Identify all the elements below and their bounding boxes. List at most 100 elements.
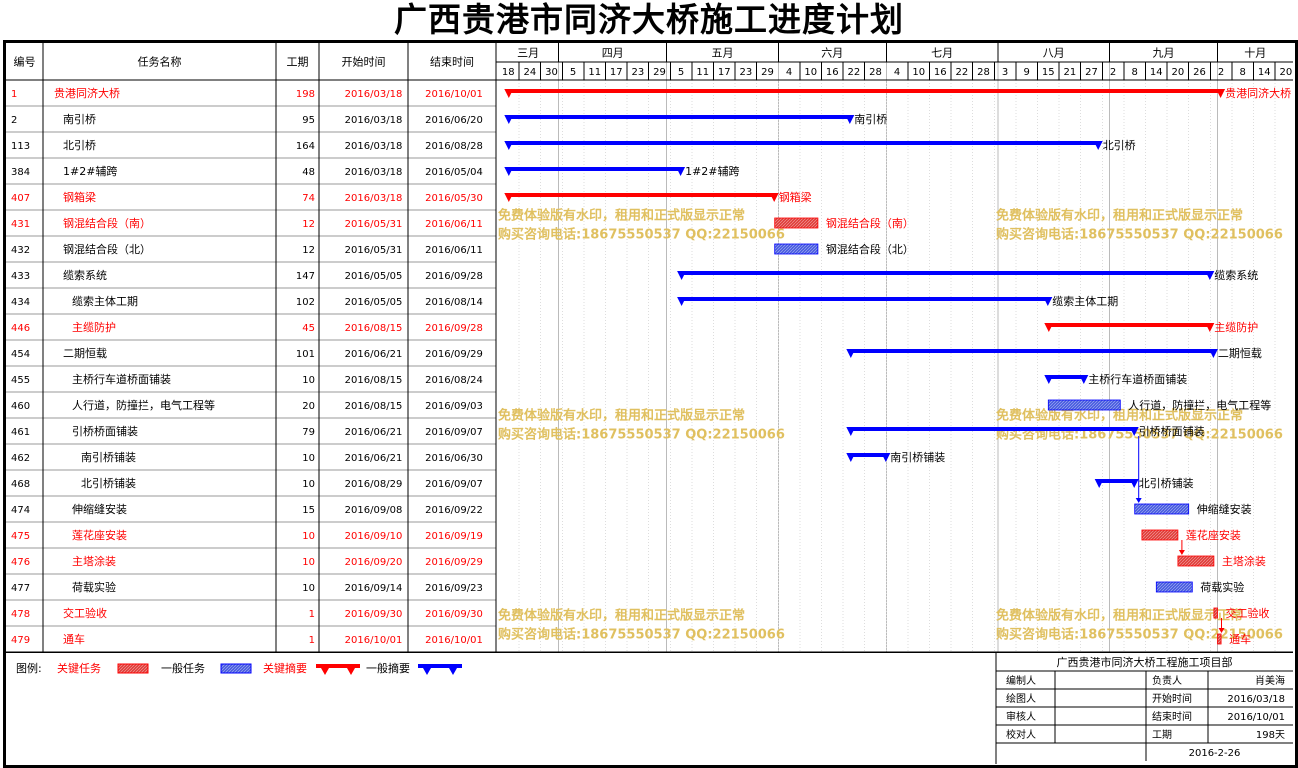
column-header-duration: 工期 (287, 56, 309, 69)
info-box-title: 广西贵港市同济大桥工程施工项目部 (1057, 655, 1233, 669)
bar-label: 主缆防护 (1214, 320, 1258, 334)
task-start: 2016/09/08 (345, 505, 403, 516)
watermark-line2: 购买咨询电话:18675550537 QQ:22150066 (996, 627, 1283, 643)
summary-bar-start-cap (1044, 375, 1054, 384)
task-start: 2016/03/18 (345, 167, 403, 178)
summary-bar (1048, 323, 1211, 327)
legend-normal-summary-label: 一般摘要 (366, 661, 410, 675)
bar-label: 钢混结合段（北） (826, 242, 914, 256)
bar-label: 钢箱梁 (779, 190, 812, 204)
legend-critical-task-swatch (117, 663, 149, 674)
task-bar (1134, 503, 1190, 515)
task-end: 2016/08/14 (425, 297, 483, 308)
task-id: 455 (11, 375, 30, 386)
bar-label: 二期恒载 (1218, 347, 1262, 360)
summary-bar (508, 89, 1222, 93)
task-name: 主桥行车道桥面铺装 (72, 372, 171, 386)
day-tick-label: 5 (678, 67, 684, 78)
day-tick-label: 10 (912, 67, 925, 78)
bar-label: 钢混结合段（南） (826, 216, 914, 230)
day-tick-label: 10 (804, 67, 817, 78)
bar-label: 贵港同济大桥 (1225, 86, 1291, 100)
summary-bar-end-cap (1129, 479, 1139, 488)
task-end: 2016/09/07 (425, 427, 483, 438)
task-end: 2016/09/30 (425, 609, 483, 620)
task-name: 南引桥铺装 (81, 450, 136, 464)
day-tick-label: 23 (740, 67, 753, 78)
dependency-arrow (1135, 498, 1142, 503)
dependency-arrow (1178, 550, 1185, 555)
task-id: 462 (11, 453, 30, 464)
task-bar (1213, 607, 1218, 619)
task-end: 2016/05/30 (425, 193, 483, 204)
day-tick-label: 11 (696, 67, 709, 78)
task-end: 2016/08/28 (425, 141, 483, 152)
task-id: 446 (11, 323, 30, 334)
task-id: 454 (11, 349, 30, 360)
task-duration: 147 (296, 271, 315, 282)
task-name: 荷载实验 (72, 580, 116, 594)
task-end: 2016/09/22 (425, 505, 483, 516)
task-duration: 164 (296, 141, 315, 152)
info-box-value: 198天 (1256, 730, 1285, 741)
info-box-value: 2016/10/01 (1227, 712, 1285, 723)
info-box-label: 负责人 (1152, 674, 1182, 687)
task-name: 1#2#辅跨 (63, 164, 117, 178)
task-id: 479 (11, 635, 30, 646)
task-start: 2016/09/10 (345, 531, 403, 542)
summary-bar-end-cap (1129, 427, 1139, 436)
column-header-end: 结束时间 (430, 56, 474, 69)
task-id: 434 (11, 297, 30, 308)
task-name: 缆索系统 (63, 268, 107, 282)
summary-bar-end-cap (1208, 349, 1218, 358)
task-id: 475 (11, 531, 30, 542)
task-end: 2016/09/07 (425, 479, 483, 490)
task-name: 二期恒载 (63, 347, 107, 360)
summary-bar (508, 141, 1099, 145)
day-tick-label: 21 (1064, 67, 1077, 78)
summary-bar (681, 271, 1211, 275)
legend-normal-task-swatch (220, 663, 252, 674)
summary-bar-end-cap (1079, 375, 1089, 384)
task-duration: 1 (309, 635, 315, 646)
task-duration: 198 (296, 89, 315, 100)
task-end: 2016/06/30 (425, 453, 483, 464)
day-tick-label: 8 (1132, 67, 1138, 78)
month-label: 九月 (1153, 47, 1175, 60)
month-label: 八月 (1043, 47, 1065, 60)
task-id: 460 (11, 401, 30, 412)
task-end: 2016/06/20 (425, 115, 483, 126)
task-id: 476 (11, 557, 30, 568)
summary-bar-start-cap (504, 167, 514, 176)
summary-bar-end-cap (1216, 89, 1226, 98)
info-box-label: 校对人 (1006, 728, 1036, 741)
watermark-line1: 免费体验版有水印，租用和正式版显示正常 (996, 608, 1243, 624)
watermark-line1: 免费体验版有水印，租用和正式版显示正常 (996, 208, 1243, 224)
watermark-line1: 免费体验版有水印，租用和正式版显示正常 (498, 208, 745, 224)
task-id: 433 (11, 271, 30, 282)
info-box-label: 编制人 (1006, 674, 1036, 687)
task-duration: 10 (302, 531, 315, 542)
info-box-date: 2016-2-26 (1189, 748, 1241, 759)
info-box-value: 2016/03/18 (1227, 694, 1285, 705)
task-id: 474 (11, 505, 30, 516)
task-id: 431 (11, 219, 30, 230)
task-end: 2016/09/03 (425, 401, 483, 412)
summary-bar-start-cap (504, 141, 514, 150)
task-start: 2016/06/21 (345, 427, 403, 438)
task-name: 通车 (63, 632, 85, 646)
task-duration: 10 (302, 479, 315, 490)
task-start: 2016/05/05 (345, 297, 403, 308)
day-tick-label: 26 (1193, 67, 1206, 78)
task-duration: 74 (302, 193, 315, 204)
task-name: 主缆防护 (72, 320, 116, 334)
day-tick-label: 15 (1042, 67, 1055, 78)
task-bar (1141, 529, 1179, 541)
watermark-line2: 购买咨询电话:18675550537 QQ:22150066 (498, 627, 785, 643)
legend-critical-summary-label: 关键摘要 (263, 661, 307, 675)
day-tick-label: 5 (570, 67, 576, 78)
bar-label: 南引桥铺装 (890, 450, 945, 464)
task-start: 2016/05/31 (345, 219, 403, 230)
task-name: 北引桥 (63, 138, 96, 152)
task-name: 交工验收 (63, 606, 107, 620)
